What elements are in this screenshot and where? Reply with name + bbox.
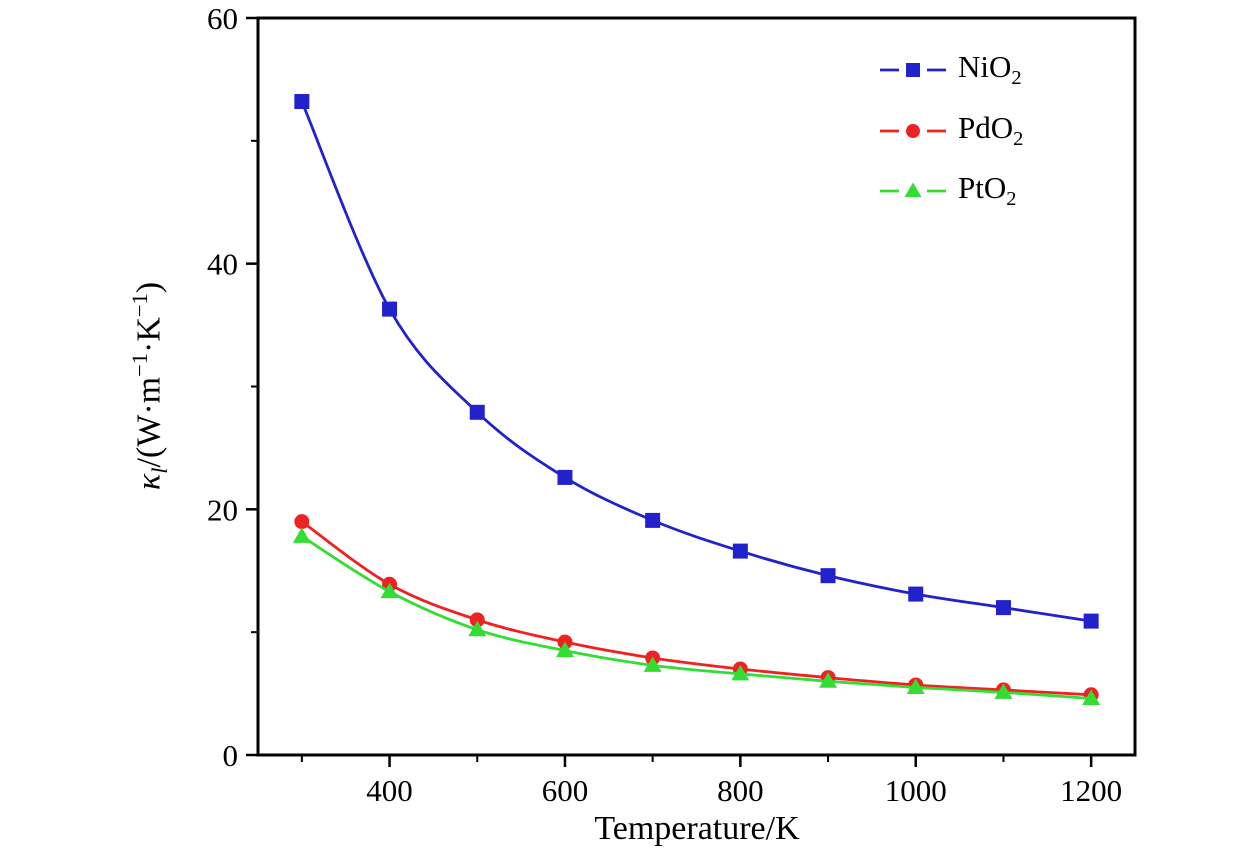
triangle-marker-icon: [468, 620, 487, 637]
triangle-marker-icon: [904, 182, 922, 198]
triangle-marker-icon: [380, 582, 399, 599]
series-nio2-markers: [294, 94, 1099, 629]
y-tick-label: 60: [207, 1, 238, 36]
legend-item-nio2: NiO2: [880, 50, 1023, 90]
square-marker-icon: [995, 600, 1011, 616]
circle-marker-icon: [906, 123, 920, 138]
series-pto2-markers: [292, 527, 1101, 705]
square-marker-icon: [908, 586, 924, 602]
square-marker-icon: [820, 568, 836, 584]
series-pdo2-markers: [294, 514, 1099, 703]
legend: NiO2 PdO2 PtO2: [880, 50, 1023, 211]
square-marker-icon: [294, 94, 310, 110]
series-pdo2-line: [301, 520, 1092, 697]
circle-marker-icon: [294, 514, 310, 530]
legend-label-nio2: NiO2: [958, 49, 1022, 90]
legend-circle-icon: [880, 123, 946, 138]
y-tick-label: 20: [207, 492, 238, 527]
legend-item-pdo2: PdO2: [880, 109, 1024, 151]
legend-label-pto2: PtO2: [958, 170, 1017, 211]
triangle-marker-icon: [555, 641, 574, 658]
series-pto2-line: [301, 535, 1092, 700]
legend-square-icon: [880, 62, 946, 77]
y-axis-label: κl/(W·m−1·K−1): [127, 282, 173, 490]
legend-item-pto2: PtO2: [880, 171, 1023, 211]
x-tick-label: 1200: [1060, 773, 1122, 808]
y-axis-units-segment-2: ·K: [130, 317, 168, 354]
y-axis-kappa-subscript: l: [147, 467, 173, 474]
triangle-marker-icon: [731, 664, 750, 681]
triangle-marker-icon: [819, 672, 838, 688]
square-marker-icon: [1083, 613, 1099, 629]
square-marker-icon: [557, 469, 573, 485]
x-tick-label: 1000: [885, 773, 947, 808]
y-axis-units-segment-1: /(W·m: [130, 376, 168, 468]
y-axis-exponent-2: −1: [126, 293, 152, 318]
x-axis-label: Temperature/K: [594, 810, 800, 847]
triangle-marker-icon: [292, 527, 311, 543]
square-marker-icon: [382, 301, 398, 317]
square-marker-icon: [469, 404, 485, 420]
y-axis-exponent-1: −1: [126, 353, 152, 377]
triangle-marker-icon: [994, 683, 1013, 699]
y-tick-label: 0: [223, 738, 239, 773]
triangle-marker-icon: [643, 656, 662, 672]
circle-marker-icon: [469, 612, 485, 628]
x-tick-label: 400: [366, 773, 413, 808]
y-axis-units-segment-3: ): [130, 281, 168, 294]
y-axis-kappa-symbol: κ: [130, 473, 168, 491]
x-tick-label: 600: [542, 773, 589, 808]
x-tick-label: 800: [717, 773, 764, 808]
square-marker-icon: [906, 62, 920, 77]
square-marker-icon: [645, 512, 661, 528]
y-tick-label: 40: [207, 247, 238, 282]
triangle-marker-icon: [906, 678, 925, 694]
legend-triangle-icon: [880, 182, 946, 198]
square-marker-icon: [732, 543, 748, 559]
legend-label-pdo2: PdO2: [958, 109, 1024, 150]
triangle-marker-icon: [1082, 689, 1101, 705]
